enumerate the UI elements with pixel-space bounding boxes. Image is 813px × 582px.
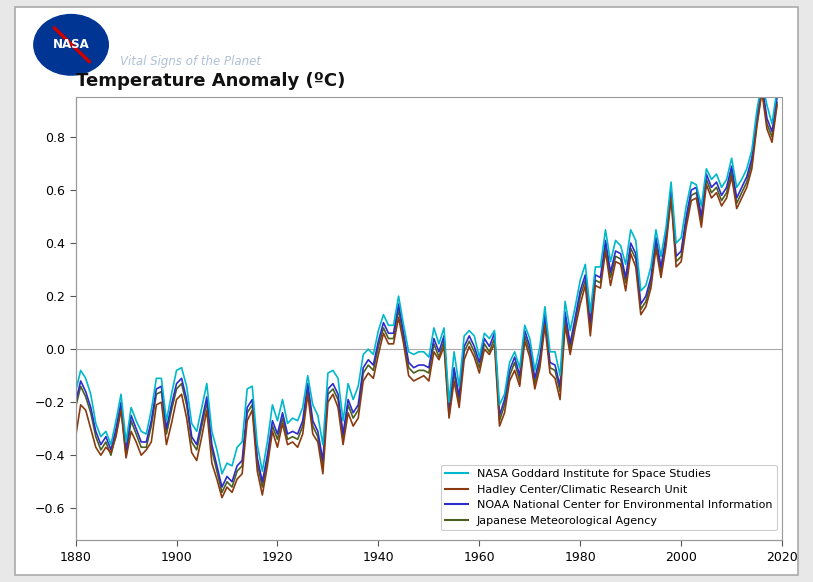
Ellipse shape: [34, 15, 108, 75]
Text: Vital Signs of the Planet: Vital Signs of the Planet: [120, 55, 262, 68]
Legend: NASA Goddard Institute for Space Studies, Hadley Center/Climatic Research Unit, : NASA Goddard Institute for Space Studies…: [441, 464, 776, 530]
Text: Temperature Anomaly (ºC): Temperature Anomaly (ºC): [76, 72, 345, 90]
Text: GLOBAL CLIMATE CHANGE: GLOBAL CLIMATE CHANGE: [120, 26, 336, 41]
Text: NASA: NASA: [53, 38, 89, 51]
